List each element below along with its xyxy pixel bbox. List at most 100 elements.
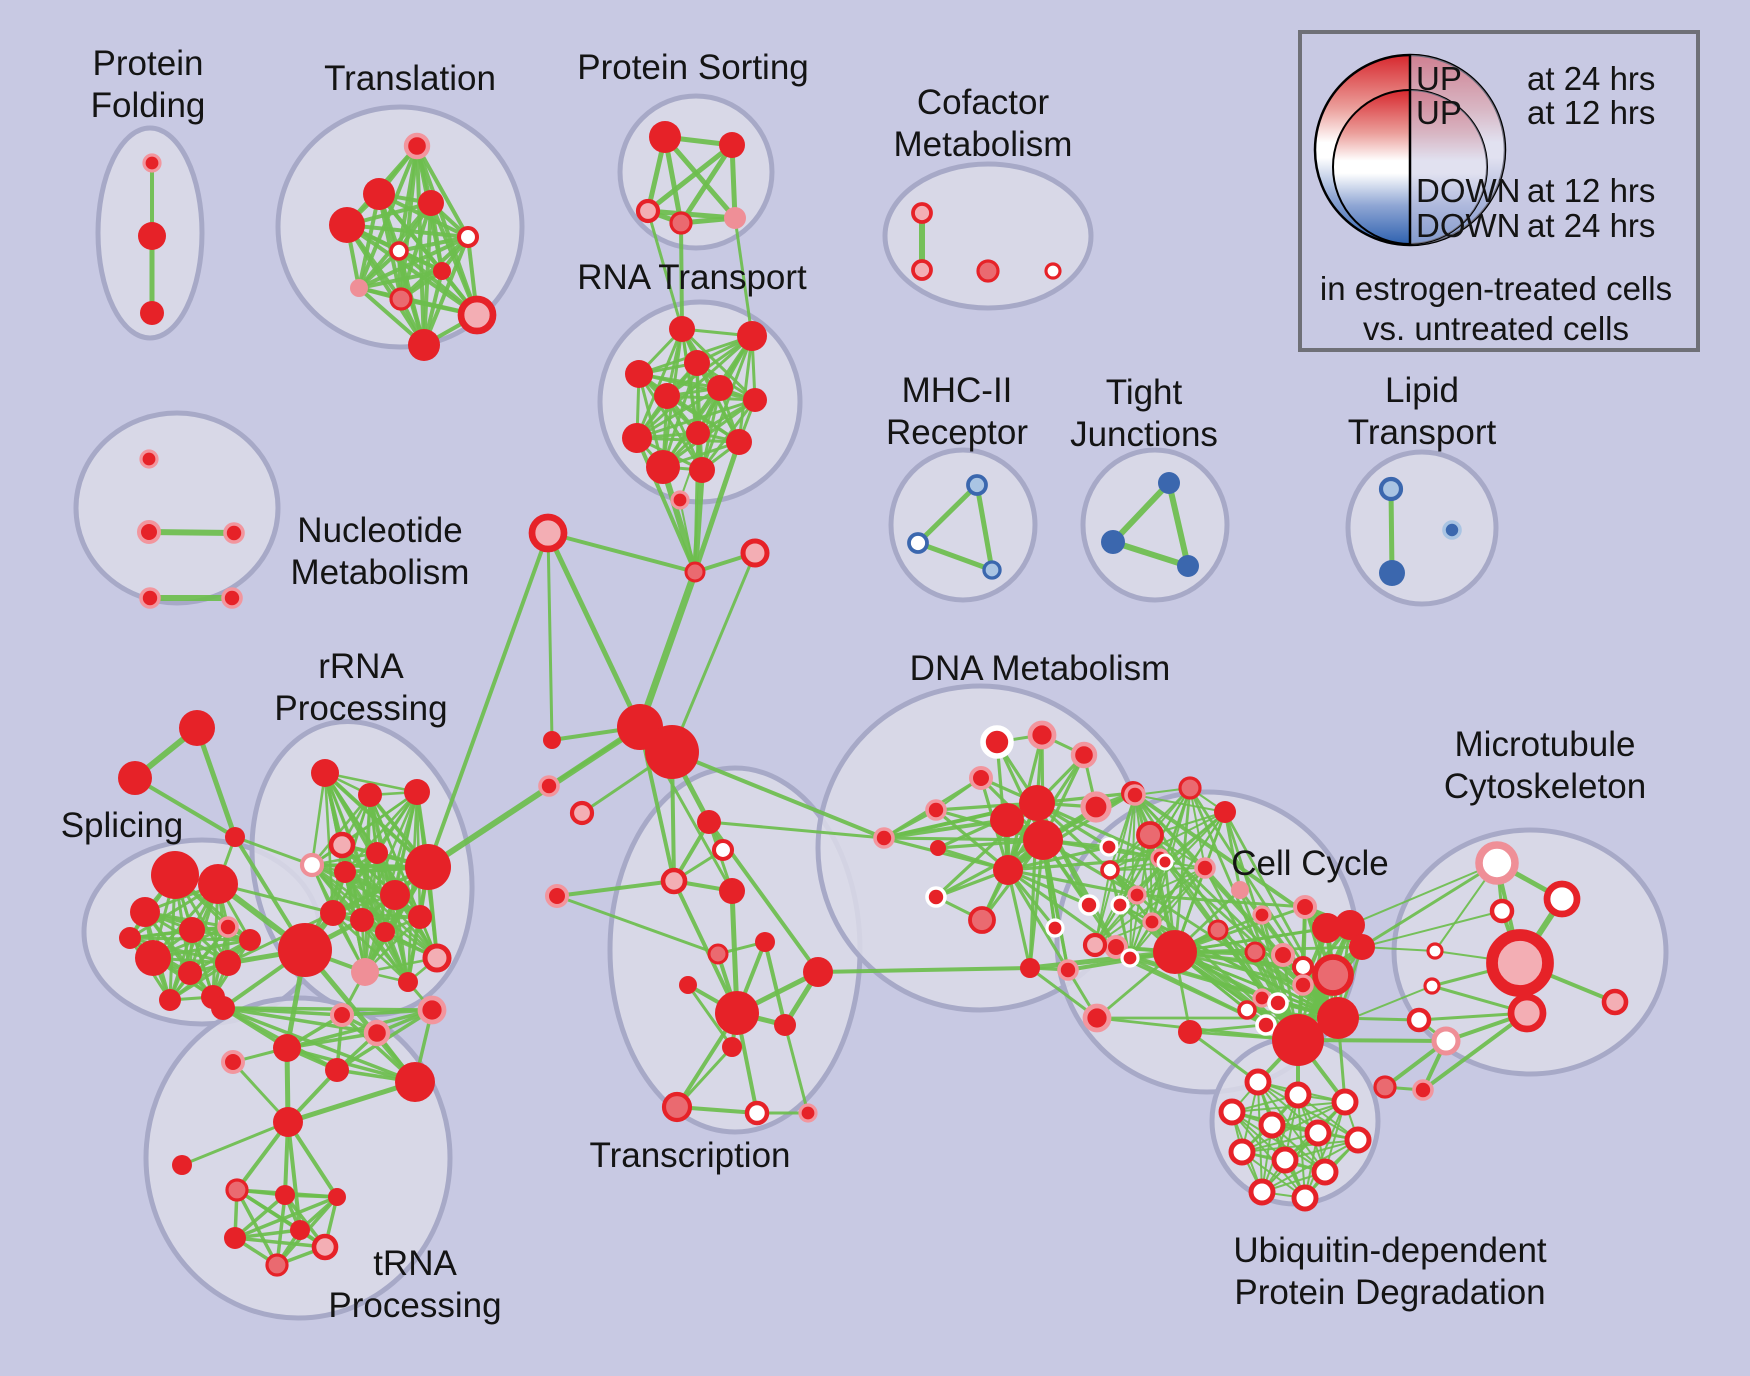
gene-node-dm-15[interactable] [968,906,996,934]
gene-node-ub-4[interactable] [1258,1111,1286,1139]
gene-node-rr-11[interactable] [375,922,395,942]
gene-node-tn-9[interactable] [172,1155,192,1175]
gene-node-dm-22[interactable] [873,827,895,849]
gene-node-sp-2[interactable] [130,897,160,927]
gene-node-tr-3[interactable] [329,207,365,243]
gene-node-ub-5[interactable] [1304,1119,1332,1147]
gene-node-rr-8[interactable] [380,880,410,910]
gene-node-hub-2[interactable] [684,561,706,583]
gene-node-nm-3[interactable] [139,587,161,609]
gene-node-ub-3[interactable] [1218,1098,1246,1126]
gene-node-rr-3[interactable] [328,831,356,859]
gene-node-sp-0[interactable] [151,851,199,899]
gene-node-tr-8[interactable] [389,287,413,311]
gene-node-tn-5[interactable] [363,1019,391,1047]
gene-node-tn-8[interactable] [273,1107,303,1137]
gene-node-tx-2[interactable] [660,867,688,895]
gene-node-cc-3[interactable] [1214,801,1236,823]
gene-node-nm-4[interactable] [221,587,243,609]
gene-node-cc-16[interactable] [1291,955,1315,979]
gene-node-rr-0[interactable] [311,759,339,787]
gene-node-ub-2[interactable] [1331,1088,1359,1116]
gene-node-rr-13[interactable] [422,943,452,973]
gene-node-tr-1[interactable] [363,178,395,210]
gene-node-rr-7[interactable] [405,844,451,890]
gene-node-sp-6[interactable] [135,940,171,976]
gene-node-nm-2[interactable] [223,522,245,544]
gene-node-sp-1[interactable] [198,864,238,904]
gene-node-tr-2[interactable] [418,190,444,216]
gene-node-cc-29[interactable] [1082,1003,1112,1033]
gene-node-rt-5[interactable] [654,383,680,409]
gene-node-tr-9[interactable] [457,295,497,335]
gene-node-sp-11[interactable] [239,929,261,951]
gene-node-mh-0[interactable] [966,474,988,496]
gene-node-cc-9[interactable] [1082,932,1108,958]
gene-node-mt-2[interactable] [1489,898,1515,924]
gene-node-dm-20[interactable] [1057,959,1079,981]
gene-node-hub-11[interactable] [538,775,560,797]
gene-node-cc-6[interactable] [1194,857,1216,879]
gene-node-cc-12[interactable] [1252,905,1272,925]
gene-node-mt-5[interactable] [1423,977,1441,995]
gene-node-lt-2[interactable] [1442,520,1462,540]
gene-node-tx-6[interactable] [755,932,775,952]
gene-node-tn-15[interactable] [265,1253,289,1277]
gene-node-tr-7[interactable] [350,279,368,297]
gene-node-dm-2[interactable] [1070,741,1098,769]
gene-node-cf-3[interactable] [1044,262,1062,280]
gene-node-cc-10[interactable] [1120,948,1140,968]
gene-node-pf-1[interactable] [138,222,166,250]
gene-node-rr-4[interactable] [299,852,325,878]
gene-node-tn-14[interactable] [311,1233,339,1261]
gene-node-cc-1[interactable] [1178,776,1202,800]
gene-node-dm-11[interactable] [930,840,946,856]
gene-node-dm-16[interactable] [1127,885,1147,905]
gene-node-rt-7[interactable] [622,423,652,453]
gene-node-ub-0[interactable] [1244,1068,1272,1096]
gene-node-pf-2[interactable] [140,301,164,325]
gene-node-cc-17[interactable] [1312,913,1342,943]
gene-node-ub-11[interactable] [1291,1184,1319,1212]
gene-node-tn-1[interactable] [221,1050,245,1074]
gene-node-mt-10[interactable] [1373,1075,1397,1099]
gene-node-cc-31[interactable] [1207,919,1229,941]
gene-node-rr-1[interactable] [358,783,382,807]
gene-node-dm-19[interactable] [1020,958,1040,978]
gene-node-mt-3[interactable] [1426,942,1444,960]
gene-node-tx-0[interactable] [697,810,721,834]
gene-node-mt-1[interactable] [1543,880,1581,918]
gene-node-hub-4[interactable] [528,513,568,553]
gene-node-tr-0[interactable] [403,132,431,160]
gene-node-hub-12[interactable] [569,800,595,826]
gene-node-cc-23[interactable] [1237,1000,1257,1020]
gene-node-hub-5[interactable] [670,490,690,510]
gene-node-lt-1[interactable] [1379,560,1405,586]
gene-node-tr-5[interactable] [389,241,409,261]
gene-node-cc-22[interactable] [1267,992,1289,1014]
gene-node-mt-4[interactable] [1486,929,1554,997]
gene-node-cc-26[interactable] [1272,1014,1324,1066]
gene-node-tn-6[interactable] [417,995,447,1025]
gene-node-rt-2[interactable] [625,360,653,388]
gene-node-sp-7[interactable] [178,961,202,985]
gene-node-cc-8[interactable] [1142,912,1162,932]
gene-node-cc-25[interactable] [1292,974,1314,996]
gene-node-dm-18[interactable] [1045,918,1065,938]
gene-node-mh-2[interactable] [982,560,1002,580]
gene-node-hub-7[interactable] [118,761,152,795]
gene-node-cc-20[interactable] [1312,954,1354,996]
gene-node-rt-0[interactable] [669,316,695,342]
gene-node-tn-10[interactable] [225,1178,249,1202]
gene-node-cc-24[interactable] [1255,1014,1277,1036]
gene-node-tn-12[interactable] [328,1188,346,1206]
gene-node-tx-10[interactable] [722,1037,742,1057]
gene-node-hub-6[interactable] [179,710,215,746]
gene-node-tx-9[interactable] [774,1014,796,1036]
gene-node-mt-11[interactable] [1412,1079,1434,1101]
gene-node-hub-8[interactable] [225,827,245,847]
gene-node-tn-3[interactable] [325,1058,349,1082]
gene-node-tx-1[interactable] [711,838,735,862]
gene-node-dm-10[interactable] [993,855,1023,885]
gene-node-tj-2[interactable] [1177,555,1199,577]
